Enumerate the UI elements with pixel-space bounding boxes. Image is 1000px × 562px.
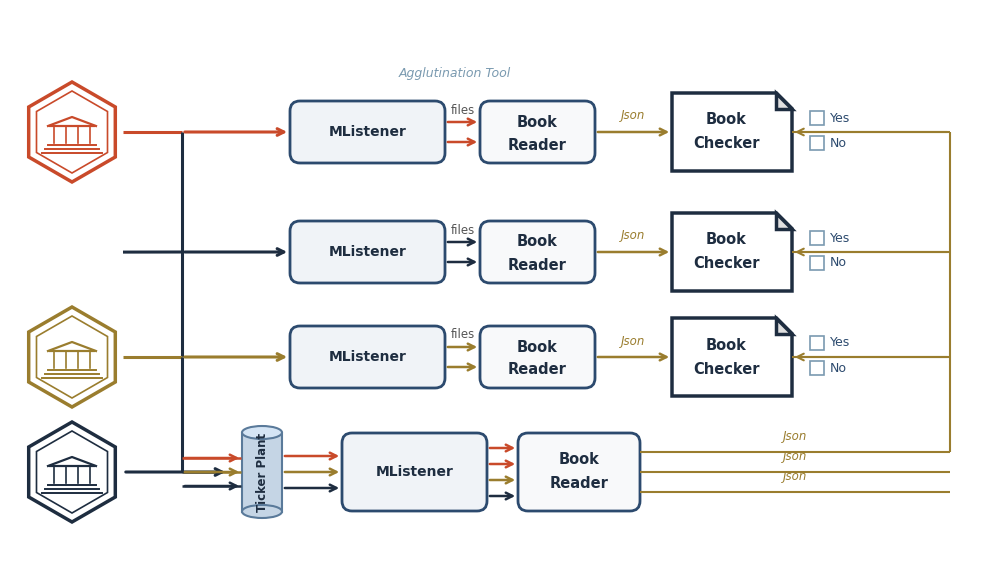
Text: Yes: Yes [830,111,850,125]
Bar [810,231,824,245]
FancyBboxPatch shape [480,326,595,388]
Text: MListener: MListener [329,350,406,364]
Text: Checker: Checker [693,361,759,377]
FancyBboxPatch shape [480,221,595,283]
Text: MListener: MListener [376,465,453,479]
Ellipse shape [242,505,282,518]
Polygon shape [672,213,792,291]
Bar [810,111,824,125]
Text: Book: Book [517,115,558,129]
Text: files: files [450,103,475,116]
FancyBboxPatch shape [480,101,595,163]
Polygon shape [776,93,792,108]
Text: files: files [450,329,475,342]
Text: Checker: Checker [693,256,759,271]
Text: No: No [830,137,847,149]
Text: Json: Json [621,229,646,242]
Bar [242,433,282,511]
FancyBboxPatch shape [342,433,487,511]
Bar [810,336,824,350]
Text: Reader: Reader [508,138,567,152]
FancyBboxPatch shape [518,433,640,511]
Text: Checker: Checker [693,137,759,152]
Text: MListener: MListener [329,125,406,139]
Text: Reader: Reader [508,362,567,378]
Text: Book: Book [706,338,746,352]
Polygon shape [776,318,792,334]
Ellipse shape [242,426,282,439]
FancyBboxPatch shape [290,221,445,283]
Text: Json: Json [783,430,807,443]
Text: Reader: Reader [508,257,567,273]
FancyBboxPatch shape [290,101,445,163]
Text: No: No [830,361,847,374]
Polygon shape [672,93,792,171]
Text: Book: Book [559,452,599,468]
Bar [810,136,824,150]
Text: Book: Book [706,112,746,128]
Text: Ticker Plant: Ticker Plant [256,432,268,511]
Text: files: files [450,224,475,237]
Bar [810,256,824,270]
Text: Yes: Yes [830,232,850,244]
Text: Agglutination Tool: Agglutination Tool [399,67,511,80]
Text: Reader: Reader [550,477,608,492]
Text: Json: Json [621,334,646,347]
Text: Json: Json [783,450,807,463]
Text: Book: Book [706,233,746,247]
Text: Json: Json [783,470,807,483]
Text: Yes: Yes [830,337,850,350]
Bar [810,361,824,375]
Polygon shape [776,213,792,229]
FancyBboxPatch shape [290,326,445,388]
Polygon shape [672,318,792,396]
Text: Book: Book [517,339,558,355]
Text: No: No [830,256,847,270]
Text: Json: Json [621,110,646,123]
Text: Book: Book [517,234,558,250]
Text: MListener: MListener [329,245,406,259]
